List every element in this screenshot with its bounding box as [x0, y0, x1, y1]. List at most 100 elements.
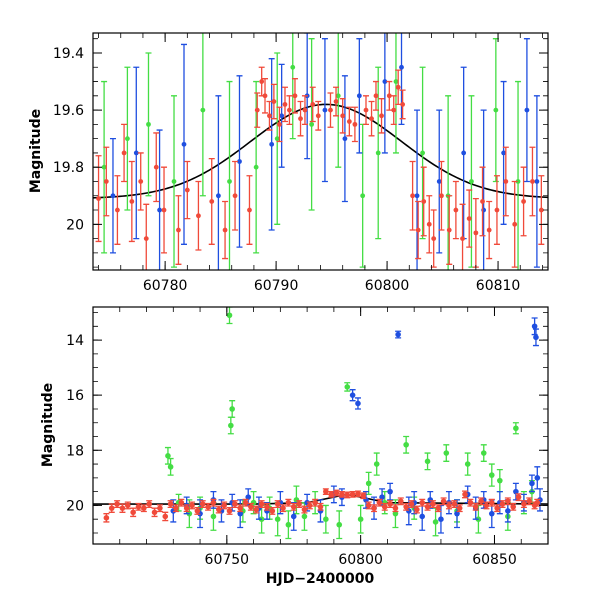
- data-point-red: [349, 491, 356, 498]
- data-point-red: [505, 498, 511, 505]
- data-point-blue: [110, 193, 116, 199]
- data-point-blue: [356, 93, 362, 99]
- data-point-red: [247, 207, 252, 213]
- data-point-red: [494, 207, 500, 213]
- data-point-green: [274, 136, 280, 142]
- data-point-red: [130, 509, 136, 516]
- data-point-red: [488, 499, 495, 506]
- data-point-green: [469, 179, 474, 184]
- data-point-red: [453, 207, 459, 213]
- data-point-green: [274, 516, 281, 522]
- data-point-green: [420, 150, 425, 156]
- x-tick-label: 60750: [205, 552, 250, 568]
- y-tick-label: 16: [66, 388, 84, 404]
- data-point-red: [199, 501, 206, 507]
- top-plot-marks: [93, 33, 548, 270]
- data-point-red: [306, 502, 313, 509]
- data-point-red: [262, 93, 268, 99]
- data-point-red: [114, 501, 120, 507]
- data-point-red: [210, 499, 217, 506]
- bottom-x-axis-label: HJD−2400000: [266, 571, 375, 587]
- x-tick-label: 60780: [143, 278, 188, 294]
- data-point-red: [344, 492, 351, 498]
- y-tick-label: 18: [66, 443, 84, 459]
- bottom-panel: 60750 60800 60850 14 16 18 20 Magnitude HJD−24…: [40, 306, 549, 587]
- data-point-green: [210, 513, 217, 520]
- data-point-red: [302, 107, 308, 113]
- data-point-green: [344, 384, 351, 390]
- data-point-red: [391, 107, 397, 113]
- data-point-blue: [531, 323, 538, 330]
- data-point-red: [176, 227, 181, 233]
- data-point-red: [439, 193, 444, 199]
- data-point-blue: [414, 193, 420, 199]
- y-tick-label: 19.6: [53, 103, 84, 119]
- data-point-red: [395, 84, 401, 90]
- data-point-red: [415, 227, 421, 233]
- data-point-red: [254, 107, 260, 113]
- data-point-red: [466, 216, 472, 222]
- data-point-blue: [513, 488, 519, 495]
- data-point-green: [336, 521, 343, 528]
- data-point-red: [287, 107, 292, 113]
- data-point-red: [410, 193, 416, 199]
- data-point-red: [467, 499, 474, 506]
- data-point-green: [515, 179, 521, 184]
- x-tick-label: 60790: [254, 278, 299, 294]
- data-point-blue: [505, 508, 511, 514]
- y-tick-label: 19.8: [53, 160, 84, 176]
- data-point-green: [360, 193, 366, 199]
- data-point-red: [435, 505, 442, 511]
- data-point-red: [494, 505, 500, 511]
- data-point-green: [493, 107, 499, 113]
- data-point-red: [480, 199, 485, 204]
- data-point-red: [472, 503, 479, 510]
- data-point-red: [403, 503, 409, 510]
- data-point-red: [451, 501, 458, 507]
- data-point-red: [184, 187, 190, 193]
- data-point-green: [335, 93, 341, 99]
- data-point-green: [290, 64, 296, 70]
- data-point-red: [242, 499, 249, 506]
- x-tick-label: 60800: [365, 278, 410, 294]
- data-point-red: [414, 506, 420, 513]
- data-point-red: [503, 179, 509, 184]
- data-point-red: [333, 99, 339, 104]
- data-point-red: [392, 505, 399, 511]
- data-point-red: [534, 499, 541, 506]
- data-point-blue: [454, 510, 460, 517]
- data-point-red: [360, 492, 367, 499]
- data-point-red: [365, 502, 372, 509]
- data-point-red: [386, 93, 392, 99]
- data-point-green: [392, 510, 399, 517]
- data-point-blue: [237, 510, 244, 517]
- y-tick-label: 20: [66, 217, 84, 233]
- data-point-red: [421, 199, 427, 204]
- data-point-red: [285, 499, 292, 506]
- top-panel: 60780 60790 60800 60810 19.4 19.6 19.8 20 Magni…: [28, 32, 549, 294]
- data-point-red: [340, 113, 346, 119]
- data-point-blue: [533, 334, 539, 341]
- data-point-red: [333, 490, 340, 496]
- data-point-blue: [395, 331, 401, 338]
- data-point-blue: [488, 510, 495, 517]
- data-point-red: [339, 491, 345, 498]
- data-point-red: [258, 501, 265, 507]
- data-point-green: [357, 516, 364, 522]
- data-point-red: [430, 501, 436, 507]
- data-point-red: [96, 196, 101, 202]
- data-point-red: [424, 503, 431, 510]
- data-point-blue: [524, 107, 530, 113]
- data-point-red: [456, 505, 463, 511]
- data-point-red: [157, 505, 163, 511]
- data-point-red: [103, 179, 109, 184]
- data-point-green: [480, 450, 487, 456]
- data-point-red: [515, 494, 522, 500]
- data-point-blue: [322, 107, 328, 113]
- data-point-blue: [438, 516, 444, 522]
- data-point-red: [317, 503, 324, 510]
- data-point-red: [419, 499, 426, 506]
- data-point-red: [151, 509, 158, 516]
- data-point-blue: [355, 400, 361, 407]
- data-point-red: [530, 179, 535, 184]
